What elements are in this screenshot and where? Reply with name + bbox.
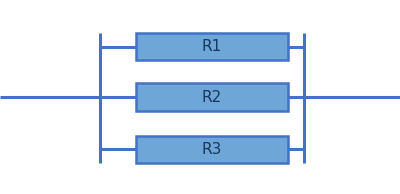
FancyBboxPatch shape [136,136,288,163]
FancyBboxPatch shape [136,33,288,60]
FancyBboxPatch shape [136,83,288,111]
Text: R1: R1 [202,39,222,54]
Text: R3: R3 [202,142,222,157]
Text: R2: R2 [202,89,222,105]
